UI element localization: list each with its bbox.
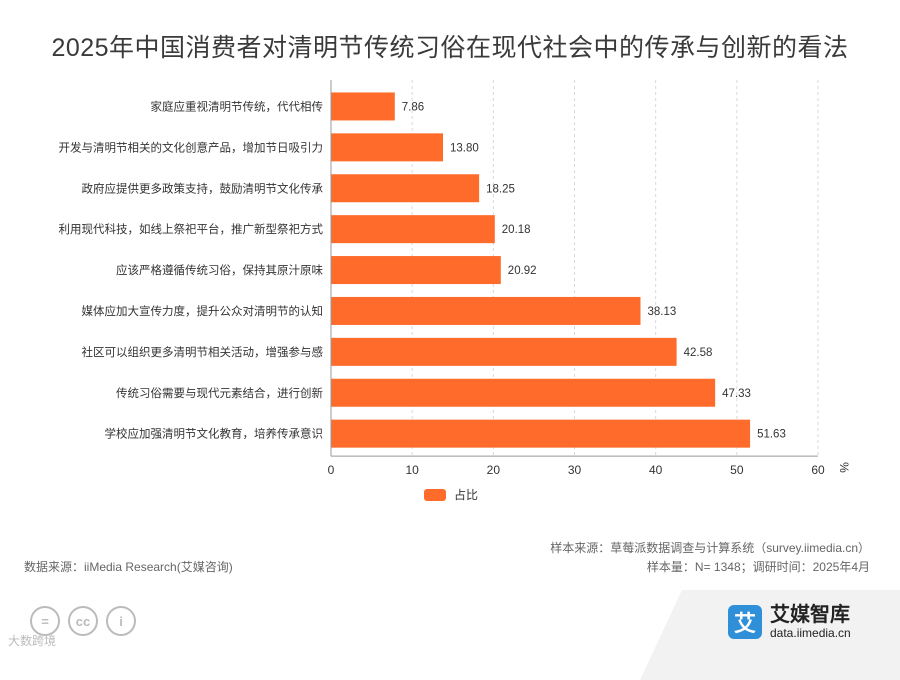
category-label: 政府应提供更多政策支持，鼓励清明节文化传承: [82, 181, 324, 195]
x-tick-label: 30: [568, 463, 582, 477]
value-label: 38.13: [647, 306, 676, 318]
x-tick-label: 0: [328, 463, 335, 477]
sample-source: 样本来源：草莓派数据调查与计算系统（survey.iimedia.cn）: [550, 541, 870, 555]
category-label: 利用现代科技，如线上祭祀平台，推广新型祭祀方式: [59, 222, 324, 236]
value-label: 18.25: [486, 183, 515, 195]
brand-url: data.iimedia.cn: [770, 626, 851, 640]
category-label: 家庭应重视清明节传统，代代相传: [151, 99, 324, 113]
x-tick-label: 40: [649, 463, 663, 477]
x-axis-unit: %: [837, 462, 851, 473]
value-label: 47.33: [722, 388, 751, 400]
value-label: 13.80: [450, 142, 479, 154]
x-tick-label: 60: [811, 463, 825, 477]
watermark: 大数跨境: [8, 634, 57, 648]
category-label: 社区可以组织更多清明节相关活动，增强参与感: [82, 345, 324, 359]
bar: [331, 92, 395, 121]
bar: [331, 174, 480, 203]
chart-title: 2025年中国消费者对清明节传统习俗在现代社会中的传承与创新的看法: [51, 34, 849, 62]
bar: [331, 378, 716, 407]
sample-info: 样本量：N= 1348；调研时间：2025年4月: [646, 560, 870, 574]
bars: [331, 92, 751, 448]
value-label: 51.63: [757, 429, 786, 441]
brand-logo-block: 艾 艾媒智库 data.iimedia.cn: [728, 604, 851, 640]
value-label: 42.58: [684, 347, 713, 359]
legend-swatch: [424, 488, 446, 501]
x-axis: 0 10 20 30 40 50 60%: [328, 80, 851, 477]
brand-logo-icon: 艾: [728, 605, 762, 639]
x-tick-label: 50: [730, 463, 744, 477]
bar-chart: 家庭应重视清明节传统，代代相传 7.86 开发与清明节相关的文化创意产品，增加节日吸…: [59, 80, 851, 477]
attribution-icon: i: [106, 606, 136, 636]
x-tick-label: 20: [487, 463, 501, 477]
bar: [331, 256, 501, 285]
data-source: 数据来源：iiMedia Research(艾媒咨询): [24, 560, 233, 574]
brand-name: 艾媒智库: [770, 604, 850, 626]
bar: [331, 296, 641, 325]
license-icons: = cc i: [30, 606, 136, 636]
legend-label: 占比: [454, 488, 479, 502]
category-label: 传统习俗需要与现代元素结合，进行创新: [116, 386, 323, 400]
bar: [331, 215, 495, 244]
value-label: 20.92: [508, 265, 537, 277]
x-tick-label: 10: [405, 463, 419, 477]
value-label: 20.18: [502, 224, 531, 236]
category-label: 开发与清明节相关的文化创意产品，增加节日吸引力: [59, 140, 324, 154]
bar: [331, 337, 677, 366]
labels: 家庭应重视清明节传统，代代相传 7.86 开发与清明节相关的文化创意产品，增加节日吸…: [59, 99, 786, 440]
category-label: 应该严格遵循传统习俗，保持其原汁原味: [116, 263, 323, 277]
category-label: 学校应加强清明节文化教育，培养传承意识: [105, 427, 324, 441]
bar: [331, 419, 751, 448]
category-label: 媒体应加大宣传力度，提升公众对清明节的认知: [82, 304, 324, 318]
cc-icon: cc: [68, 606, 98, 636]
bar: [331, 133, 444, 162]
value-label: 7.86: [402, 101, 424, 113]
legend: 占比: [424, 486, 478, 503]
nd-icon: =: [30, 606, 60, 636]
